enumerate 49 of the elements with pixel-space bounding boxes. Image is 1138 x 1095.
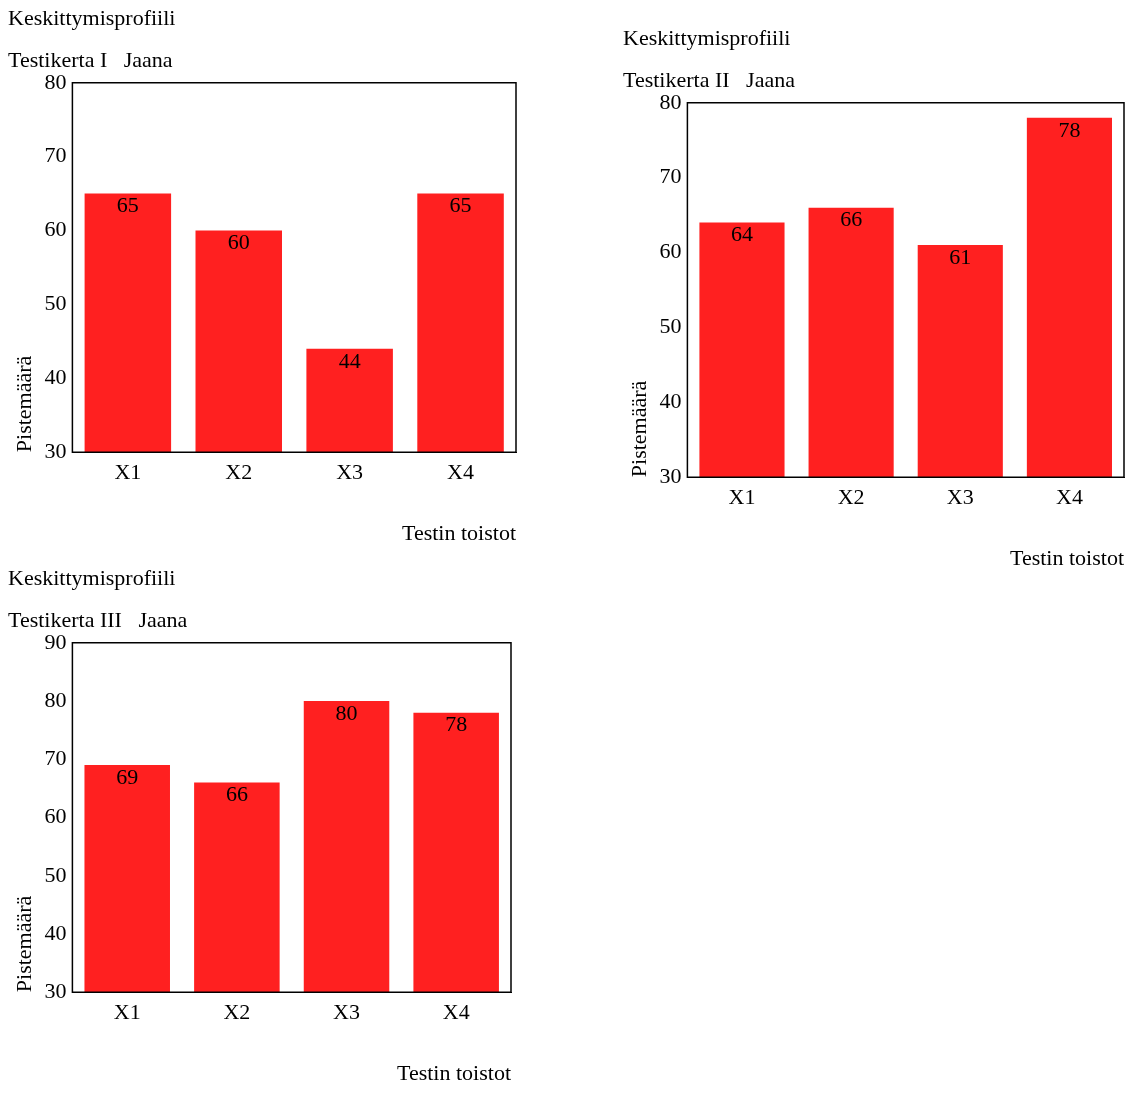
- x-tick-label: X2: [837, 484, 865, 510]
- x-axis-title: Testin toistot: [1010, 544, 1124, 570]
- chart-title: Keskittymisprofiili: [8, 4, 176, 30]
- data-label: 80: [335, 699, 358, 725]
- x-tick-label: X4: [447, 459, 474, 485]
- x-axis-title: Testin toistot: [402, 519, 516, 545]
- y-tick-label: 40: [659, 388, 682, 414]
- y-tick-label: 70: [44, 142, 67, 168]
- x-tick-label: X3: [333, 999, 360, 1025]
- x-axis-title: Testin toistot: [397, 1059, 511, 1085]
- y-axis-title: Pistemäärä: [10, 895, 36, 993]
- x-tick-label: X3: [336, 459, 364, 485]
- y-tick-label: 80: [44, 686, 67, 712]
- x-tick-label: X2: [225, 459, 253, 485]
- data-label: 78: [1058, 116, 1081, 142]
- y-tick-label: 60: [659, 238, 682, 264]
- y-tick-label: 50: [44, 290, 67, 316]
- data-label: 78: [445, 711, 468, 737]
- y-tick-label: 70: [659, 163, 682, 189]
- x-tick-label: X4: [442, 999, 470, 1025]
- x-tick-label: X1: [728, 484, 756, 510]
- y-tick-label: 30: [44, 977, 67, 1003]
- x-tick-label: X4: [1055, 484, 1083, 510]
- data-label: 65: [449, 192, 472, 218]
- x-tick-label: X3: [946, 484, 974, 510]
- x-tick-label: X1: [114, 459, 142, 485]
- y-axis-title: Pistemäärä: [625, 380, 651, 478]
- chart-title: Keskittymisprofiili: [623, 24, 791, 50]
- y-axis-title: Pistemäärä: [10, 355, 36, 453]
- y-tick-label: 60: [44, 803, 67, 829]
- data-label: 65: [116, 192, 139, 218]
- y-tick-label: 50: [659, 313, 682, 339]
- data-label: 66: [840, 206, 863, 232]
- y-tick-label: 70: [44, 745, 67, 771]
- x-tick-label: X2: [223, 999, 251, 1025]
- chart-title: Keskittymisprofiili: [8, 564, 176, 590]
- x-tick-label: X1: [113, 999, 141, 1025]
- y-tick-label: 30: [44, 437, 67, 463]
- data-label: 69: [116, 763, 139, 789]
- data-label: 60: [227, 229, 250, 255]
- y-tick-label: 40: [44, 919, 67, 945]
- y-tick-label: 30: [659, 462, 682, 488]
- data-label: 44: [338, 347, 361, 373]
- data-label: 64: [730, 221, 753, 247]
- y-tick-label: 40: [44, 364, 67, 390]
- data-label: 61: [949, 243, 972, 269]
- y-tick-label: 60: [44, 216, 67, 242]
- data-label: 66: [225, 781, 248, 807]
- y-tick-label: 50: [44, 861, 67, 887]
